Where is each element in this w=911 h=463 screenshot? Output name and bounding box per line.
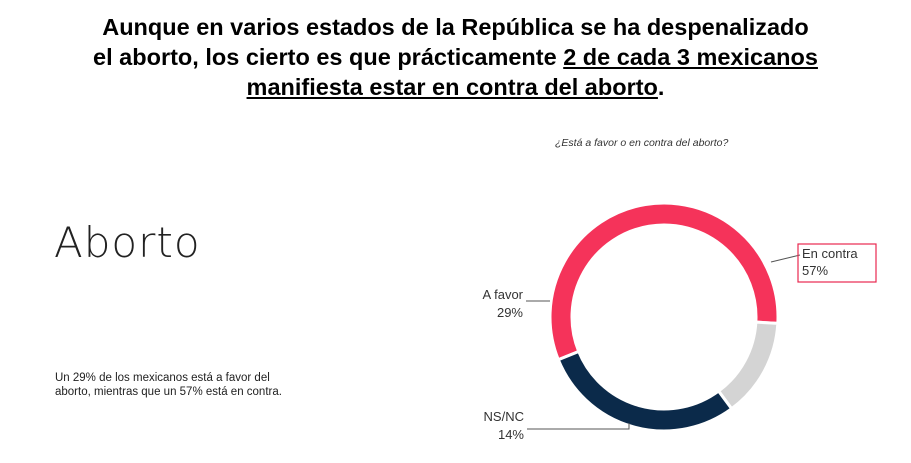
slice-label-a-favor: A favor bbox=[483, 287, 524, 302]
slice-value-a-favor: 29% bbox=[497, 305, 523, 320]
leader-line-ns-nc bbox=[527, 423, 630, 430]
headline-line-3: manifiesta estar en contra del aborto. bbox=[20, 72, 891, 102]
chart-question: ¿Está a favor o en contra del aborto? bbox=[555, 137, 729, 149]
headline-line-2-text: el aborto, los cierto es que prácticamen… bbox=[93, 44, 564, 70]
slice-value-ns-nc: 14% bbox=[498, 427, 524, 442]
headline-highlight-statement: manifiesta estar en contra del aborto bbox=[246, 74, 658, 100]
headline-line-1: Aunque en varios estados de la República… bbox=[102, 14, 809, 40]
donut-slice-ns-nc bbox=[716, 320, 780, 411]
slice-label-ns-nc: NS/NC bbox=[484, 409, 524, 424]
slice-value-en-contra: 57% bbox=[802, 263, 828, 278]
summary-text: Un 29% de los mexicanos está a favor del… bbox=[55, 372, 282, 398]
donut-slice-en-contra bbox=[548, 201, 780, 362]
headline: Aunque en varios estados de la República… bbox=[20, 12, 891, 102]
slice-label-en-contra: En contra bbox=[802, 246, 858, 261]
highlight-box-en-contra bbox=[797, 243, 877, 283]
headline-highlight-ratio: 2 de cada 3 mexicanos bbox=[563, 44, 818, 70]
donut-slice-a-favor bbox=[556, 349, 734, 433]
section-title: Aborto bbox=[54, 218, 201, 267]
headline-line-2: el aborto, los cierto es que prácticamen… bbox=[20, 42, 891, 72]
leader-line-en-contra bbox=[770, 254, 801, 263]
headline-period: . bbox=[657, 74, 665, 100]
